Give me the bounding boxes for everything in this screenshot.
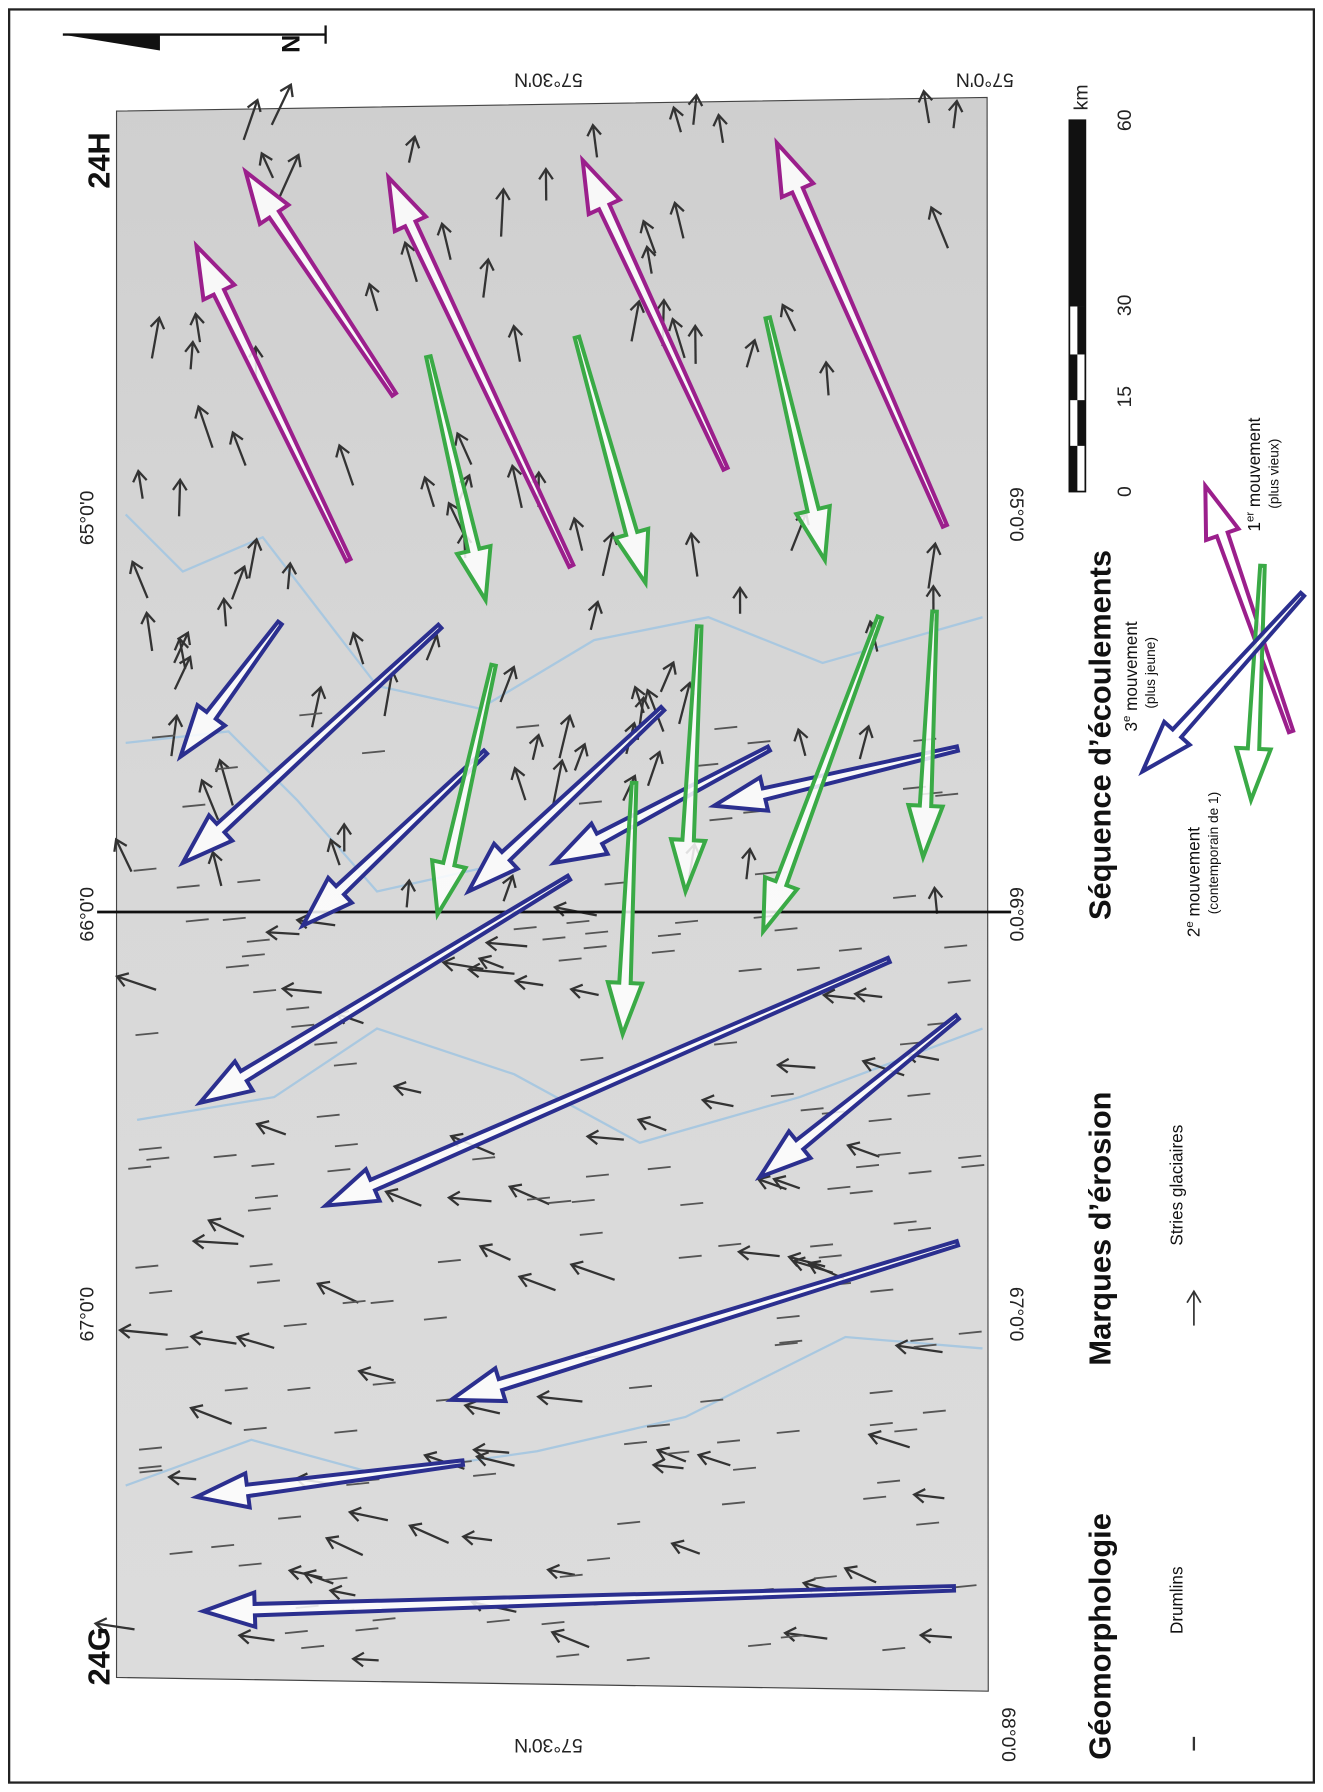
movement-note: (plus jeune) bbox=[1143, 637, 1158, 709]
movement-note: (contemporain de 1) bbox=[1206, 792, 1221, 914]
scale-label: 15 bbox=[1114, 386, 1136, 408]
sheet-label: 24G bbox=[82, 1627, 117, 1685]
page: N 24H 24G 57°30'N 57°0'N 57°30'N 68°0'0 … bbox=[0, 0, 1323, 1792]
movement-label: 2e mouvement bbox=[1184, 827, 1204, 937]
lat-label: 57°30'N bbox=[514, 68, 583, 90]
movement-number: 3 bbox=[1121, 722, 1141, 732]
movement-text: mouvement bbox=[1244, 417, 1264, 511]
lat-label: 57°0'N bbox=[956, 68, 1014, 90]
lon-label: 67°0'0 bbox=[77, 1287, 99, 1342]
legend-item: Drumlins bbox=[1166, 1566, 1186, 1634]
movement-sup: e bbox=[1121, 716, 1133, 722]
lon-label: 66°0'0 bbox=[1005, 887, 1027, 942]
lon-label: 65°0'0 bbox=[1005, 487, 1027, 542]
legend-title: Séquence d’écoulements bbox=[1082, 550, 1117, 920]
legend-title: Marques d’érosion bbox=[1082, 1091, 1117, 1365]
lon-label: 66°0'0 bbox=[77, 887, 99, 942]
legend-title: Géomorphologie bbox=[1082, 1513, 1117, 1760]
lon-label: 65°0'0 bbox=[77, 490, 99, 545]
scale-label: 0 bbox=[1114, 486, 1136, 497]
legend-item: Stries glaciaires bbox=[1166, 1125, 1186, 1246]
movement-number: 2 bbox=[1184, 928, 1204, 938]
north-label: N bbox=[277, 35, 305, 53]
lon-label: 67°0'0 bbox=[1005, 1287, 1027, 1342]
scale-label: 60 bbox=[1114, 109, 1136, 131]
lat-label: 57°30'N bbox=[514, 1734, 583, 1756]
movement-text: mouvement bbox=[1121, 621, 1141, 715]
movement-label: 3e mouvement bbox=[1121, 621, 1141, 731]
lon-label: 68°0'0 bbox=[997, 1707, 1019, 1762]
movement-note: (plus vieux) bbox=[1266, 439, 1281, 509]
movement-sup: er bbox=[1244, 512, 1256, 522]
movement-text: mouvement bbox=[1184, 827, 1204, 921]
scale-unit: km bbox=[1071, 84, 1093, 110]
scale-label: 30 bbox=[1114, 294, 1136, 316]
movement-sup: e bbox=[1184, 921, 1196, 927]
sheet-label: 24H bbox=[82, 132, 117, 189]
movement-number: 1 bbox=[1244, 522, 1264, 532]
